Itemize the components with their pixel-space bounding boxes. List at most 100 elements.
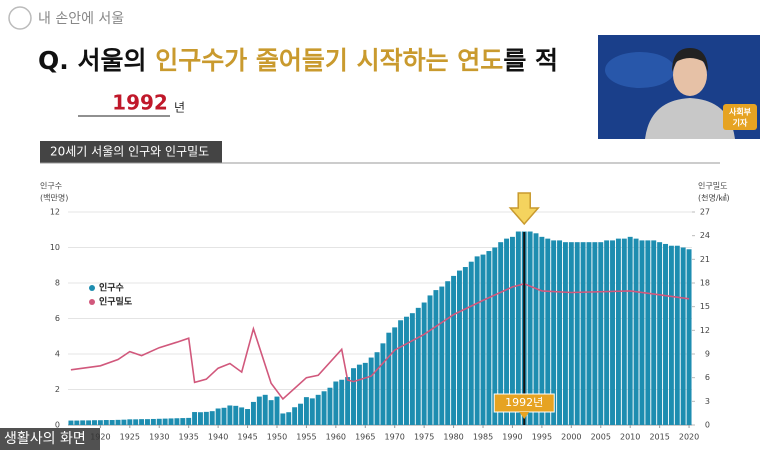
- line: [70, 282, 690, 401]
- x-tick-label: 1930: [149, 433, 169, 442]
- webcam-hair: [672, 48, 708, 72]
- bar: [545, 238, 551, 425]
- bar: [504, 238, 510, 425]
- x-tick-label: 2005: [591, 433, 611, 442]
- legend-swatch: [89, 299, 95, 305]
- bar: [345, 377, 351, 425]
- bar: [268, 400, 274, 425]
- bar: [309, 398, 315, 425]
- answer: 1992: [112, 91, 168, 115]
- webcam-body: [645, 98, 735, 139]
- x-tick-label: 1945: [237, 433, 257, 442]
- y-tick-label: 6: [55, 314, 60, 323]
- bar: [451, 275, 457, 425]
- bar: [356, 364, 362, 425]
- x-tick-label: 1960: [326, 433, 346, 442]
- y2-tick-label: 24: [700, 231, 710, 240]
- bar: [286, 412, 292, 425]
- bar: [427, 295, 433, 425]
- bar: [610, 240, 616, 425]
- bar: [74, 420, 80, 425]
- bar: [551, 240, 557, 425]
- y-tick-label: 8: [55, 279, 60, 288]
- bar: [250, 401, 256, 425]
- bar: [621, 238, 627, 425]
- bar: [645, 240, 651, 425]
- bar: [456, 270, 462, 425]
- bar: [433, 290, 439, 425]
- x-tick-label: 1975: [414, 433, 434, 442]
- bar: [663, 243, 668, 425]
- bar: [468, 261, 474, 425]
- y2-axis-title: 인구밀도: [698, 181, 727, 191]
- bar: [156, 418, 162, 425]
- bar: [221, 407, 227, 425]
- bar: [415, 307, 421, 425]
- bar: [339, 379, 345, 425]
- y-tick-label: 4: [55, 350, 60, 359]
- y2-tick-label: 6: [705, 373, 710, 382]
- bar: [409, 313, 415, 425]
- x-tick-label: 1935: [178, 433, 198, 442]
- bar: [203, 411, 209, 425]
- bar: [68, 420, 74, 425]
- y2-axis-unit: (천명/㎢): [698, 193, 730, 203]
- y2-tick-label: 0: [705, 421, 710, 430]
- bar: [592, 242, 598, 425]
- webcam-face: [673, 54, 707, 96]
- bar: [421, 302, 427, 425]
- logo-text: 내 손안에 서울: [38, 11, 124, 27]
- y2-tick-label: 12: [700, 326, 710, 335]
- bar: [180, 418, 186, 425]
- bar: [109, 420, 115, 425]
- y-axis-unit: (백만명): [40, 193, 68, 203]
- bar: [598, 242, 604, 425]
- bar: [239, 407, 245, 425]
- chart-title: 20세기 서울의 인구와 인구밀도: [50, 145, 209, 159]
- y-axis-title: 인구수: [40, 181, 62, 191]
- x-tick-label: 2020: [679, 433, 699, 442]
- bar: [144, 419, 150, 425]
- bar: [174, 418, 180, 425]
- bar: [492, 247, 498, 425]
- x-tick-label: 1970: [385, 433, 405, 442]
- question-start: Q. 서울의: [38, 46, 146, 75]
- legend-label: 인구수: [99, 283, 124, 294]
- bar: [639, 240, 645, 425]
- bar: [80, 420, 86, 425]
- bar: [162, 418, 168, 425]
- bar: [321, 391, 327, 425]
- x-tick-label: 1980: [443, 433, 463, 442]
- bar: [233, 405, 239, 425]
- legend-label: 인구밀도: [99, 296, 133, 308]
- logo-mark: [8, 6, 32, 30]
- bar: [380, 343, 386, 425]
- bar: [462, 267, 468, 425]
- highlight-arrow: [508, 192, 540, 226]
- bar: [209, 411, 215, 425]
- bar: [498, 242, 504, 425]
- bar: [227, 405, 233, 425]
- bar: [368, 357, 374, 425]
- bar: [533, 233, 539, 425]
- bar: [121, 419, 127, 425]
- bar: [398, 320, 404, 425]
- question-end: 를 적: [503, 46, 558, 75]
- x-tick-label: 2000: [561, 433, 581, 442]
- x-tick-label: 1955: [296, 433, 316, 442]
- bar: [680, 247, 686, 425]
- y-tick-label: 10: [50, 243, 60, 252]
- bar: [86, 420, 92, 425]
- bar: [557, 240, 563, 425]
- answer-suffix: 년: [174, 101, 185, 115]
- bar: [362, 362, 368, 425]
- bar: [651, 240, 657, 425]
- x-tick-label: 1920: [90, 433, 110, 442]
- bar: [215, 408, 221, 425]
- bar: [351, 368, 356, 425]
- bar: [539, 236, 545, 425]
- overlay-caption: 생활사의 화면: [4, 431, 86, 447]
- bar: [256, 396, 262, 425]
- chart-title-bg: [40, 141, 222, 163]
